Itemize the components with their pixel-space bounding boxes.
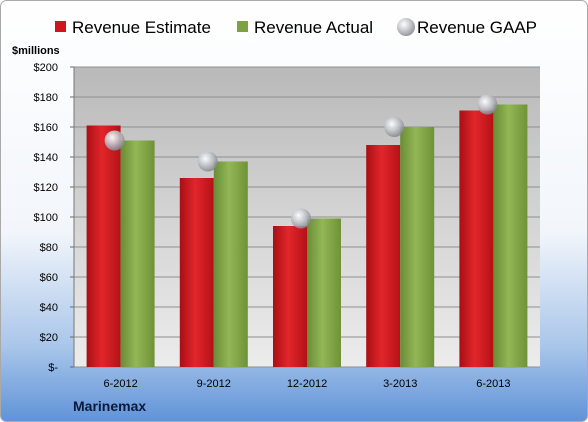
y-tick-label: $100 [34,212,58,224]
y-tick-label: $80 [40,242,58,254]
y-tick-label: $180 [34,92,58,104]
legend-swatch [55,21,66,32]
company-name: Marinemax [73,398,146,414]
bars [86,104,528,367]
legend-swatch [237,21,248,32]
unit-label: $millions [12,45,60,57]
gaap-markers [104,94,498,229]
y-tick-label: $160 [34,122,58,134]
marker-revenue-gaap [291,208,311,229]
legend-label: Revenue Estimate [72,18,211,37]
bar-revenue-estimate [273,226,307,367]
y-tick-label: $140 [34,152,58,164]
bar-revenue-estimate [179,178,214,367]
marker-revenue-gaap [104,130,125,151]
legend-label: Revenue Actual [254,18,373,37]
x-tick-label: 6-2012 [103,378,137,390]
y-tick-label: $20 [40,332,58,344]
legend-swatch [397,18,415,36]
y-tick-label: $200 [34,62,58,74]
marker-revenue-gaap [197,151,218,172]
legend-label: Revenue GAAP [417,18,537,37]
bar-revenue-actual [120,140,155,367]
y-tick-label: $120 [34,182,58,194]
bar-revenue-estimate [366,145,401,367]
bar-revenue-actual [213,161,248,367]
y-axis-ticks: $- $20 $40 $60 $80 $100 $120 $140 $160 $180 $200 [34,62,75,374]
y-tick-label: $- [48,362,58,374]
bar-revenue-actual [493,104,528,367]
x-tick-label: 6-2013 [476,378,510,390]
x-tick-label: 9-2012 [197,378,231,390]
marker-revenue-gaap [384,117,405,137]
marker-revenue-gaap [477,94,498,115]
bar-revenue-actual [307,218,341,367]
x-tick-label: 12-2012 [287,378,327,390]
y-tick-label: $40 [40,302,58,314]
bar-revenue-estimate [86,125,121,367]
bar-revenue-actual [400,127,435,367]
x-axis-ticks: 6-2012 9-2012 12-2012 3-2013 6-2013 [103,378,510,390]
y-tick-label: $60 [40,272,58,284]
bar-revenue-estimate [459,110,494,367]
x-tick-label: 3-2013 [383,378,417,390]
legend: Revenue Estimate Revenue Actual Revenue GA… [55,18,537,37]
